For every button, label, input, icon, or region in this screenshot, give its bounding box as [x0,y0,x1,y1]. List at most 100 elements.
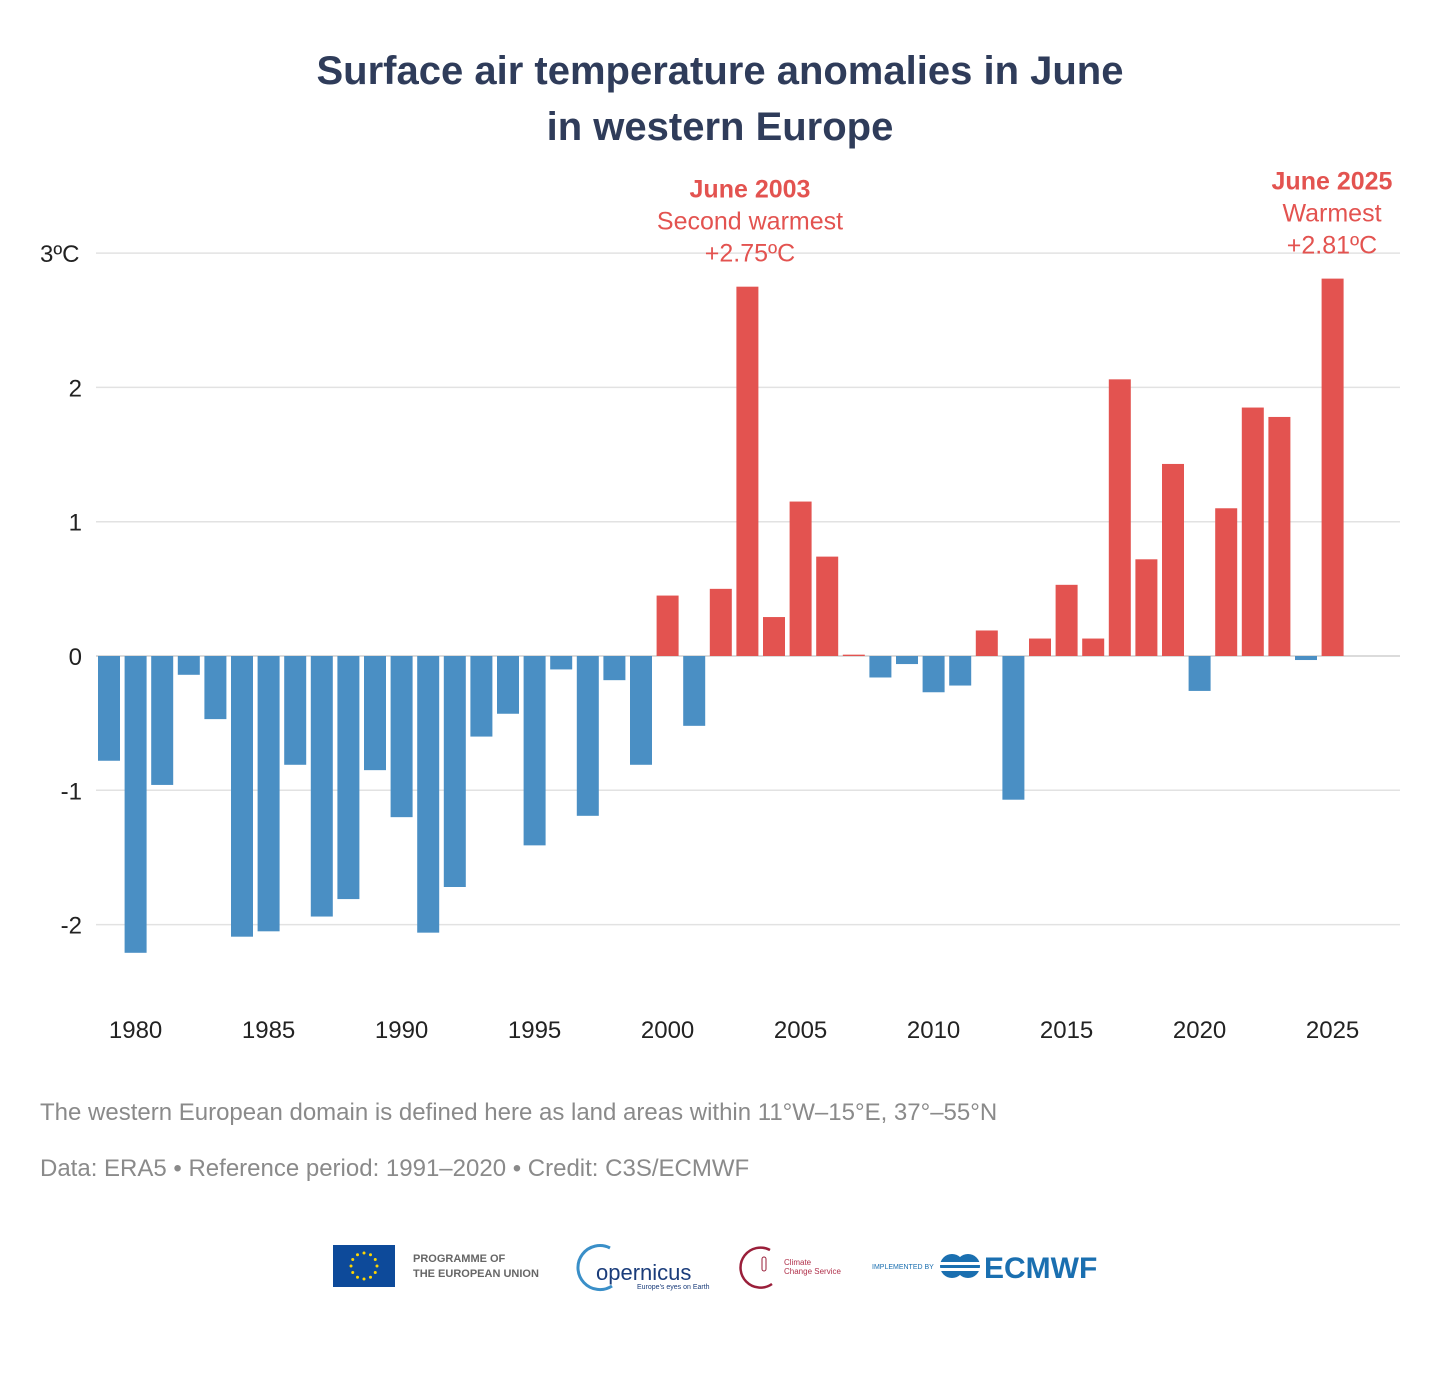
bar-2018 [1135,559,1158,656]
x-tick-label: 2000 [641,1017,694,1044]
bar-1998 [603,656,626,681]
chart-title-line1: Surface air temperature anomalies in Jun… [317,49,1124,93]
eu-star [356,1275,359,1279]
y-tick-label: 2 [69,375,82,402]
bar-1985 [257,656,280,932]
x-tick-label: 1990 [375,1017,428,1044]
bar-1995 [523,656,546,846]
eu-star [351,1258,355,1261]
bar-1994 [497,656,519,714]
eu-star [362,1251,366,1255]
bars [98,278,1344,953]
bar-2024 [1295,656,1317,661]
bar-1988 [337,656,360,900]
y-tick-label: -1 [61,778,82,805]
y-tick-label: 3ºC [40,241,79,268]
copernicus-logo: opernicus Europe's eyes on Earth [576,1244,710,1292]
x-tick-label: 2015 [1040,1017,1093,1044]
chart-title-line2: in western Europe [547,105,894,149]
annotation-2003-line1: June 2003 [690,176,811,204]
ecmwf-logo: IMPLEMENTED BY ECMWF [872,1252,1097,1285]
annotation-2025-line1: June 2025 [1272,168,1393,196]
bar-2008 [869,656,892,678]
bar-1986 [284,656,307,765]
domain-note: The western European domain is defined h… [40,1099,997,1126]
y-axis-labels: 3ºC 2 1 0 -1 -2 [40,241,82,940]
bar-2011 [949,656,972,686]
bar-2009 [896,656,918,665]
bar-2001 [683,656,706,726]
eu-text-1: PROGRAMME OF [413,1253,506,1265]
bar-2012 [975,630,998,656]
y-tick-label: 1 [69,510,82,537]
bar-2017 [1108,379,1131,656]
c3s-text-2: Change Service [784,1267,841,1276]
bar-2022 [1241,407,1264,656]
x-tick-label: 1980 [109,1017,162,1044]
bar-2025 [1321,278,1344,656]
bar-1993 [470,656,493,737]
bar-2007 [842,654,865,656]
copernicus-tagline: Europe's eyes on Earth [637,1284,710,1291]
bar-1982 [177,656,200,675]
annotation-2003-line3: +2.75ºC [705,240,795,268]
credit-note: Data: ERA5 • Reference period: 1991–2020… [40,1155,749,1182]
bar-1979 [98,656,120,761]
x-tick-label: 2010 [907,1017,960,1044]
bar-2021 [1215,508,1238,656]
bar-1989 [364,656,386,771]
annotation-2003-line2: Second warmest [657,208,843,236]
bar-1991 [417,656,440,933]
eu-star [375,1264,379,1268]
bar-1999 [630,656,652,765]
x-tick-label: 2005 [774,1017,827,1044]
bar-1990 [390,656,413,818]
bar-2015 [1055,584,1078,656]
copernicus-text: opernicus [596,1260,691,1285]
bar-1997 [576,656,599,816]
x-tick-label: 2020 [1173,1017,1226,1044]
bar-1987 [310,656,333,917]
bar-1992 [443,656,466,887]
bar-2004 [763,617,785,656]
eu-star [373,1258,377,1261]
bar-2014 [1029,638,1051,656]
c3s-logo: Climate Change Service [739,1246,841,1289]
bar-1983 [204,656,227,720]
x-tick-label: 1985 [242,1017,295,1044]
y-tick-label: 0 [69,644,82,671]
x-tick-label: 2025 [1306,1017,1359,1044]
bar-1980 [124,656,147,953]
implemented-by-text: IMPLEMENTED BY [872,1264,934,1271]
eu-star [373,1271,377,1274]
eu-star [351,1271,355,1274]
eu-text-2: THE EUROPEAN UNION [413,1268,539,1280]
bar-2019 [1162,463,1184,656]
y-tick-label: -2 [61,913,82,940]
bar-2006 [816,556,839,656]
bar-1984 [231,656,253,937]
bar-2013 [1002,656,1025,800]
x-tick-label: 1995 [508,1017,561,1044]
eu-star [356,1253,359,1257]
bar-1981 [151,656,174,785]
x-axis-labels: 1980 1985 1990 1995 2000 2005 2010 2015 2020 2025 [109,1017,1359,1044]
eu-star [369,1275,372,1279]
annotations: June 2003 Second warmest +2.75ºC June 2025 W… [657,168,1393,268]
bar-2010 [922,656,945,693]
bar-2020 [1188,656,1211,691]
eu-star [362,1277,366,1281]
bar-2002 [709,588,732,656]
annotation-2025-line2: Warmest [1282,200,1381,228]
bar-2005 [789,501,812,656]
eu-logo: PROGRAMME OF THE EUROPEAN UNION [333,1245,539,1287]
bar-1996 [550,656,573,670]
ecmwf-text: ECMWF [984,1252,1097,1285]
bar-2000 [656,595,679,656]
bar-2003 [736,286,759,656]
bar-2016 [1082,638,1105,656]
eu-star [369,1253,372,1257]
bar-2023 [1268,416,1291,656]
